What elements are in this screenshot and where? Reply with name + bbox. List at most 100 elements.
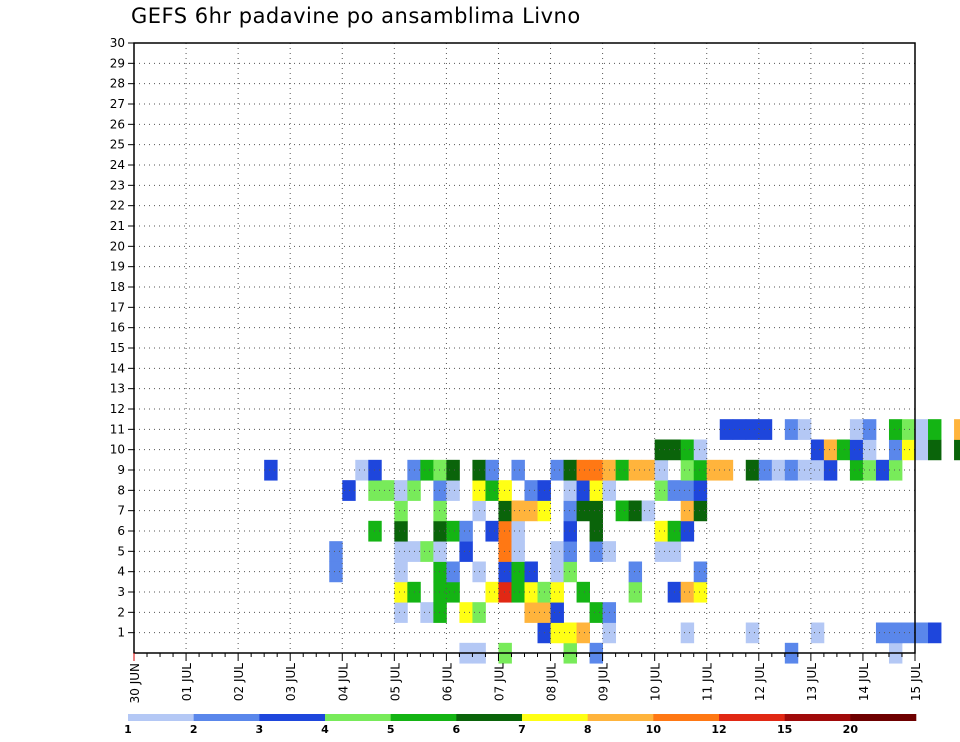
x-tick-label: 07 JUL bbox=[492, 663, 506, 701]
legend-label: 3 bbox=[256, 723, 264, 736]
y-tick-label: 23 bbox=[110, 178, 125, 192]
heatmap-cell bbox=[641, 459, 656, 481]
legend-swatch bbox=[522, 714, 588, 721]
y-tick-label: 21 bbox=[110, 219, 125, 233]
heatmap-cell bbox=[550, 459, 564, 481]
chart-title: GEFS 6hr padavine po ansamblima Livno bbox=[131, 4, 581, 28]
heatmap-cell bbox=[420, 459, 434, 481]
heatmap-cell bbox=[589, 602, 603, 623]
heatmap-cell bbox=[446, 561, 460, 583]
y-tick-label: 19 bbox=[110, 260, 125, 274]
y-tick-label: 9 bbox=[117, 463, 125, 477]
heatmap-cell bbox=[875, 459, 890, 481]
legend-label: 15 bbox=[777, 723, 792, 736]
heatmap-cell bbox=[511, 561, 525, 583]
heatmap-cell bbox=[433, 561, 447, 583]
y-tick-label: 27 bbox=[110, 97, 125, 111]
heatmap-cell bbox=[433, 602, 447, 623]
heatmap-cell bbox=[784, 419, 799, 440]
heatmap-cell bbox=[563, 520, 577, 542]
legend-label: 12 bbox=[711, 723, 726, 736]
heatmap-cell bbox=[654, 459, 669, 481]
heatmap-cell bbox=[628, 561, 643, 583]
heatmap-cell bbox=[654, 520, 669, 542]
heatmap-cell bbox=[823, 439, 838, 461]
heatmap-cell bbox=[745, 622, 760, 644]
heatmap-cell bbox=[693, 439, 708, 461]
heatmap-cell bbox=[888, 419, 903, 440]
heatmap-cell bbox=[915, 419, 929, 440]
heatmap-cell bbox=[511, 541, 525, 562]
heatmap-cell bbox=[680, 520, 695, 542]
heatmap-cell bbox=[498, 561, 512, 583]
x-tick-label: 04 JUL bbox=[336, 663, 350, 701]
x-tick-label: 08 JUL bbox=[545, 663, 559, 701]
heatmap-cell bbox=[550, 541, 564, 562]
y-tick-label: 2 bbox=[117, 605, 125, 619]
x-tick-label: 11 JUL bbox=[701, 663, 715, 701]
heatmap-cell bbox=[589, 500, 603, 522]
heatmap-cell bbox=[446, 459, 460, 481]
legend-swatch bbox=[587, 714, 654, 721]
legend-swatch bbox=[390, 714, 457, 721]
legend-label: 6 bbox=[453, 723, 461, 736]
heatmap-cell bbox=[836, 439, 851, 461]
legend-swatch bbox=[128, 714, 194, 721]
y-tick-label: 8 bbox=[117, 483, 125, 497]
heatmap-cell bbox=[459, 520, 473, 542]
heatmap-cell bbox=[693, 561, 708, 583]
color-legend: 1 2 3 4 5 6 7 8 10 12 15 20 bbox=[124, 714, 917, 736]
legend-swatch bbox=[719, 714, 785, 721]
heatmap-cell bbox=[420, 541, 434, 562]
y-tick-label: 29 bbox=[110, 56, 125, 70]
heatmap-cell bbox=[485, 480, 499, 501]
x-tick-label: 02 JUL bbox=[232, 663, 246, 701]
heatmap-cell bbox=[550, 561, 564, 583]
heatmap-cell bbox=[849, 459, 864, 481]
heatmap-cell bbox=[433, 520, 447, 542]
legend-label: 5 bbox=[387, 723, 395, 736]
heatmap-cell bbox=[550, 602, 564, 623]
heatmap-cell bbox=[446, 520, 460, 542]
heatmap-cell bbox=[719, 459, 734, 481]
x-tick-label: 14 JUL bbox=[857, 663, 871, 701]
heatmap-cell bbox=[758, 419, 773, 440]
heatmap-cell bbox=[849, 439, 864, 461]
heatmap-cell bbox=[576, 581, 590, 603]
heatmap-cell bbox=[589, 459, 603, 481]
legend-swatch bbox=[193, 714, 260, 721]
heatmap-cell bbox=[693, 581, 708, 603]
y-tick-label: 4 bbox=[117, 565, 125, 579]
cells-layer bbox=[264, 419, 960, 664]
heatmap-cell bbox=[654, 541, 669, 562]
heatmap-cell bbox=[511, 500, 525, 522]
heatmap-cell bbox=[368, 520, 382, 542]
heatmap-cell bbox=[628, 459, 643, 481]
heatmap-cell bbox=[888, 459, 903, 481]
x-tick-label: 03 JUL bbox=[284, 663, 298, 701]
y-tick-label: 11 bbox=[110, 422, 125, 436]
heatmap-cell bbox=[641, 500, 656, 522]
x-tick-label: 13 JUL bbox=[805, 663, 819, 701]
heatmap-cell bbox=[810, 439, 825, 461]
heatmap-cell bbox=[524, 500, 538, 522]
heatmap-cell bbox=[498, 541, 512, 562]
heatmap-cell bbox=[928, 419, 942, 440]
heatmap-cell bbox=[680, 500, 695, 522]
heatmap-cell bbox=[563, 459, 577, 481]
x-tick-label: 06 JUL bbox=[440, 663, 454, 701]
heatmap-cell bbox=[550, 581, 564, 603]
heatmap-cell bbox=[498, 480, 512, 501]
heatmap-cell bbox=[563, 541, 577, 562]
heatmap-cell bbox=[875, 622, 890, 644]
y-tick-label: 6 bbox=[117, 524, 125, 538]
y-tick-label: 25 bbox=[110, 138, 125, 152]
y-tick-label: 7 bbox=[117, 504, 125, 518]
legend-label: 2 bbox=[190, 723, 198, 736]
heatmap-cell bbox=[576, 500, 590, 522]
heatmap-cell bbox=[394, 500, 408, 522]
y-tick-label: 13 bbox=[110, 382, 125, 396]
legend-label: 1 bbox=[124, 723, 132, 736]
heatmap-cell bbox=[888, 439, 903, 461]
